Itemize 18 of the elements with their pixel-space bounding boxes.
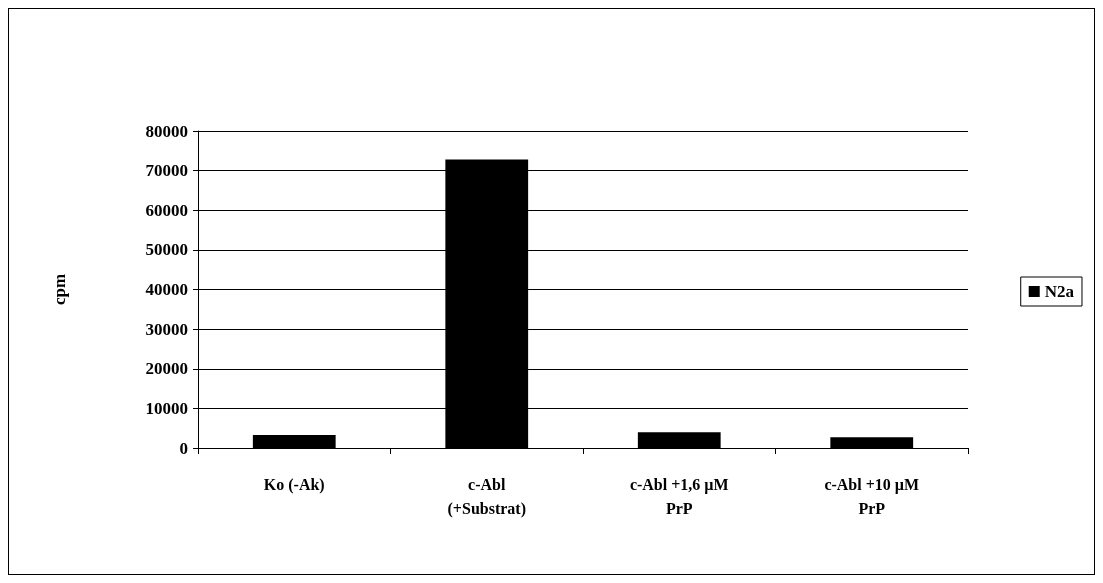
x-tick-label: c-Abl +1,6 µM PrP xyxy=(629,475,729,517)
x-tick-label: c-Abl (+Substrat) xyxy=(447,475,526,518)
x-tick-label: Ko (-Ak) xyxy=(263,475,325,494)
y-tick-label: 0 xyxy=(179,438,188,458)
y-tick-label: 60000 xyxy=(145,200,188,220)
legend-label: N2a xyxy=(1044,282,1075,301)
bar xyxy=(637,432,721,448)
bar xyxy=(252,434,336,448)
y-axis-title: cpm xyxy=(50,273,69,306)
y-tick-label: 10000 xyxy=(145,398,188,418)
y-tick-label: 50000 xyxy=(145,240,188,260)
x-tick-label: c-Abl +10 µM PrP xyxy=(824,475,920,517)
y-tick-label: 70000 xyxy=(145,161,188,181)
y-tick-label: 20000 xyxy=(145,359,188,379)
y-tick-label: 40000 xyxy=(145,280,188,299)
y-tick-label: 80000 xyxy=(145,121,188,141)
y-tick-label: 30000 xyxy=(145,319,188,339)
bar xyxy=(830,437,914,448)
